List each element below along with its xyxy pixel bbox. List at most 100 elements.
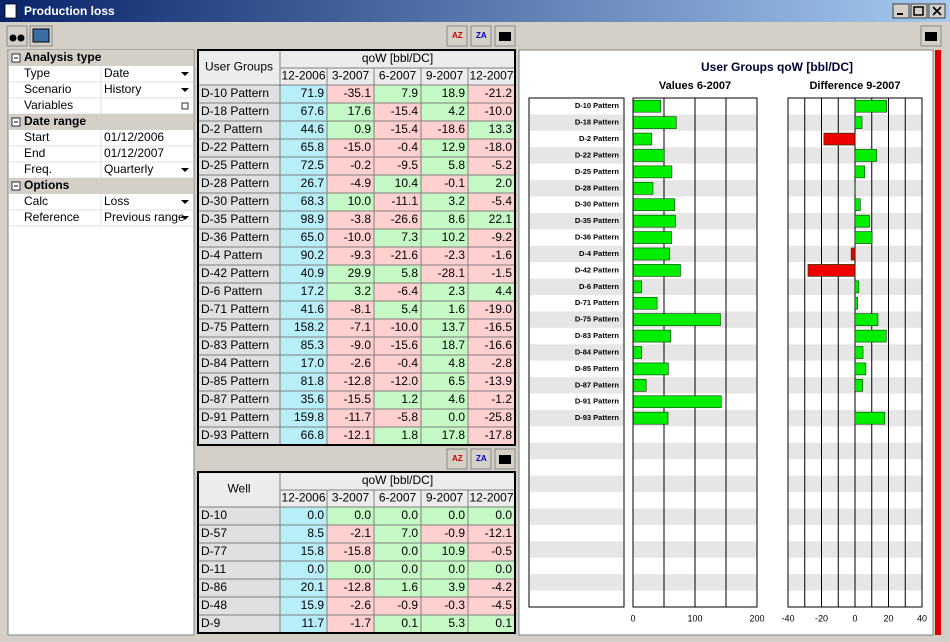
cell-value: -4.5 xyxy=(491,598,512,612)
cell-value: -9.0 xyxy=(350,338,371,352)
cell-value: -15.8 xyxy=(344,544,372,558)
find-button[interactable] xyxy=(6,25,28,47)
x-tick-label: 20 xyxy=(883,613,893,623)
bar xyxy=(632,313,721,326)
cell-value: 68.3 xyxy=(301,194,325,208)
row-name: D-2 Pattern xyxy=(201,122,262,136)
bar xyxy=(632,198,675,212)
row-name: D-42 Pattern xyxy=(201,266,269,280)
bar xyxy=(854,280,860,294)
row-name: D-36 Pattern xyxy=(201,230,269,244)
property-value[interactable]: Date xyxy=(104,66,130,80)
dropdown-arrow[interactable] xyxy=(181,168,189,172)
property-value[interactable]: Quarterly xyxy=(104,162,153,176)
cell-value: 72.5 xyxy=(301,158,325,172)
window-title: Production loss xyxy=(24,4,115,18)
cell-value: -0.3 xyxy=(444,598,465,612)
cell-value: 18.9 xyxy=(442,86,466,100)
column-header: 12-2007 xyxy=(469,69,513,83)
cell-value: -16.6 xyxy=(485,338,513,352)
property-value[interactable]: 01/12/2007 xyxy=(104,146,164,160)
row-name: D-93 Pattern xyxy=(201,428,269,442)
cell-value: 90.2 xyxy=(301,248,325,262)
minimize-button[interactable] xyxy=(892,3,910,19)
row-stripe xyxy=(530,245,623,263)
property-value[interactable]: Loss xyxy=(104,194,129,208)
status-strip xyxy=(935,50,941,635)
cell-value: 7.3 xyxy=(401,230,418,244)
cell-value: -0.9 xyxy=(444,526,465,540)
category-label: D-4 Pattern xyxy=(579,249,619,258)
window-buttons[interactable] xyxy=(892,3,946,19)
cell-value: 8.6 xyxy=(448,212,465,226)
cell-value: 0.9 xyxy=(354,122,371,136)
sort-desc-button[interactable] xyxy=(470,25,492,47)
dropdown-arrow[interactable] xyxy=(181,72,189,76)
cell-value: 0.1 xyxy=(495,616,512,630)
bar xyxy=(854,346,864,359)
bar xyxy=(632,362,669,376)
bar xyxy=(632,411,669,425)
column-header: 9-2007 xyxy=(426,491,464,505)
chart-panel-title: User Groups qoW [bbl/DC] xyxy=(701,60,853,74)
category-label: D-75 Pattern xyxy=(575,315,620,324)
bar xyxy=(632,214,676,228)
cell-value: 41.6 xyxy=(301,302,325,316)
find-icon xyxy=(9,34,17,42)
property-value[interactable]: History xyxy=(104,82,141,96)
sort-icon: AZ xyxy=(452,454,463,463)
dropdown-arrow[interactable] xyxy=(181,216,189,220)
column-header: 6-2007 xyxy=(379,491,417,505)
cell-value: -15.4 xyxy=(391,104,419,118)
checkbox[interactable] xyxy=(181,102,189,110)
bar xyxy=(807,264,856,277)
cell-value: 5.8 xyxy=(401,266,418,280)
unit-header: qoW [bbl/DC] xyxy=(362,51,433,65)
property-value[interactable]: 01/12/2006 xyxy=(104,130,164,144)
cell-value: -5.8 xyxy=(397,410,418,424)
cell-value: 17.8 xyxy=(442,428,466,442)
cell-value: 81.8 xyxy=(301,374,325,388)
cell-value: -4.2 xyxy=(491,580,512,594)
cell-value: 67.6 xyxy=(301,104,325,118)
cell-value: 44.6 xyxy=(301,122,325,136)
row-name: D-6 Pattern xyxy=(201,284,262,298)
property-label: Start xyxy=(24,130,50,144)
cell-value: -21.2 xyxy=(485,86,513,100)
cell-value: 0.1 xyxy=(401,616,418,630)
cell-value: 0.0 xyxy=(354,562,371,576)
bar xyxy=(854,379,864,392)
bar xyxy=(632,296,658,310)
bar xyxy=(632,165,673,179)
bar xyxy=(854,99,887,113)
bar xyxy=(854,214,870,228)
column-header: 12-2006 xyxy=(281,69,325,83)
cell-value: 66.8 xyxy=(301,428,325,442)
bar xyxy=(632,182,654,195)
cell-value: 1.8 xyxy=(401,428,418,442)
cell-value: -18.0 xyxy=(485,140,513,154)
cell-value: -13.9 xyxy=(485,374,513,388)
sort-asc-button[interactable] xyxy=(446,448,468,470)
cell-value: -5.2 xyxy=(491,158,512,172)
cell-value: 29.9 xyxy=(348,266,372,280)
cell-value: 0.0 xyxy=(354,508,371,522)
cell-value: 0.0 xyxy=(401,544,418,558)
bar xyxy=(632,149,665,162)
dropdown-arrow[interactable] xyxy=(181,200,189,204)
cell-value: -5.4 xyxy=(491,194,512,208)
dropdown-arrow[interactable] xyxy=(181,88,189,92)
bar xyxy=(632,395,722,409)
sort-desc-button[interactable] xyxy=(470,448,492,470)
cell-value: 4.2 xyxy=(448,104,465,118)
cell-value: 2.0 xyxy=(495,176,512,190)
cell-value: 4.8 xyxy=(448,356,465,370)
cell-value: 2.3 xyxy=(448,284,465,298)
cell-value: 65.8 xyxy=(301,140,325,154)
property-label: Reference xyxy=(24,210,80,224)
cell-value: -0.5 xyxy=(491,544,512,558)
sort-asc-button[interactable] xyxy=(446,25,468,47)
column-header: 9-2007 xyxy=(426,69,464,83)
cell-value: -9.2 xyxy=(491,230,512,244)
property-value[interactable]: Previous range xyxy=(104,210,185,224)
